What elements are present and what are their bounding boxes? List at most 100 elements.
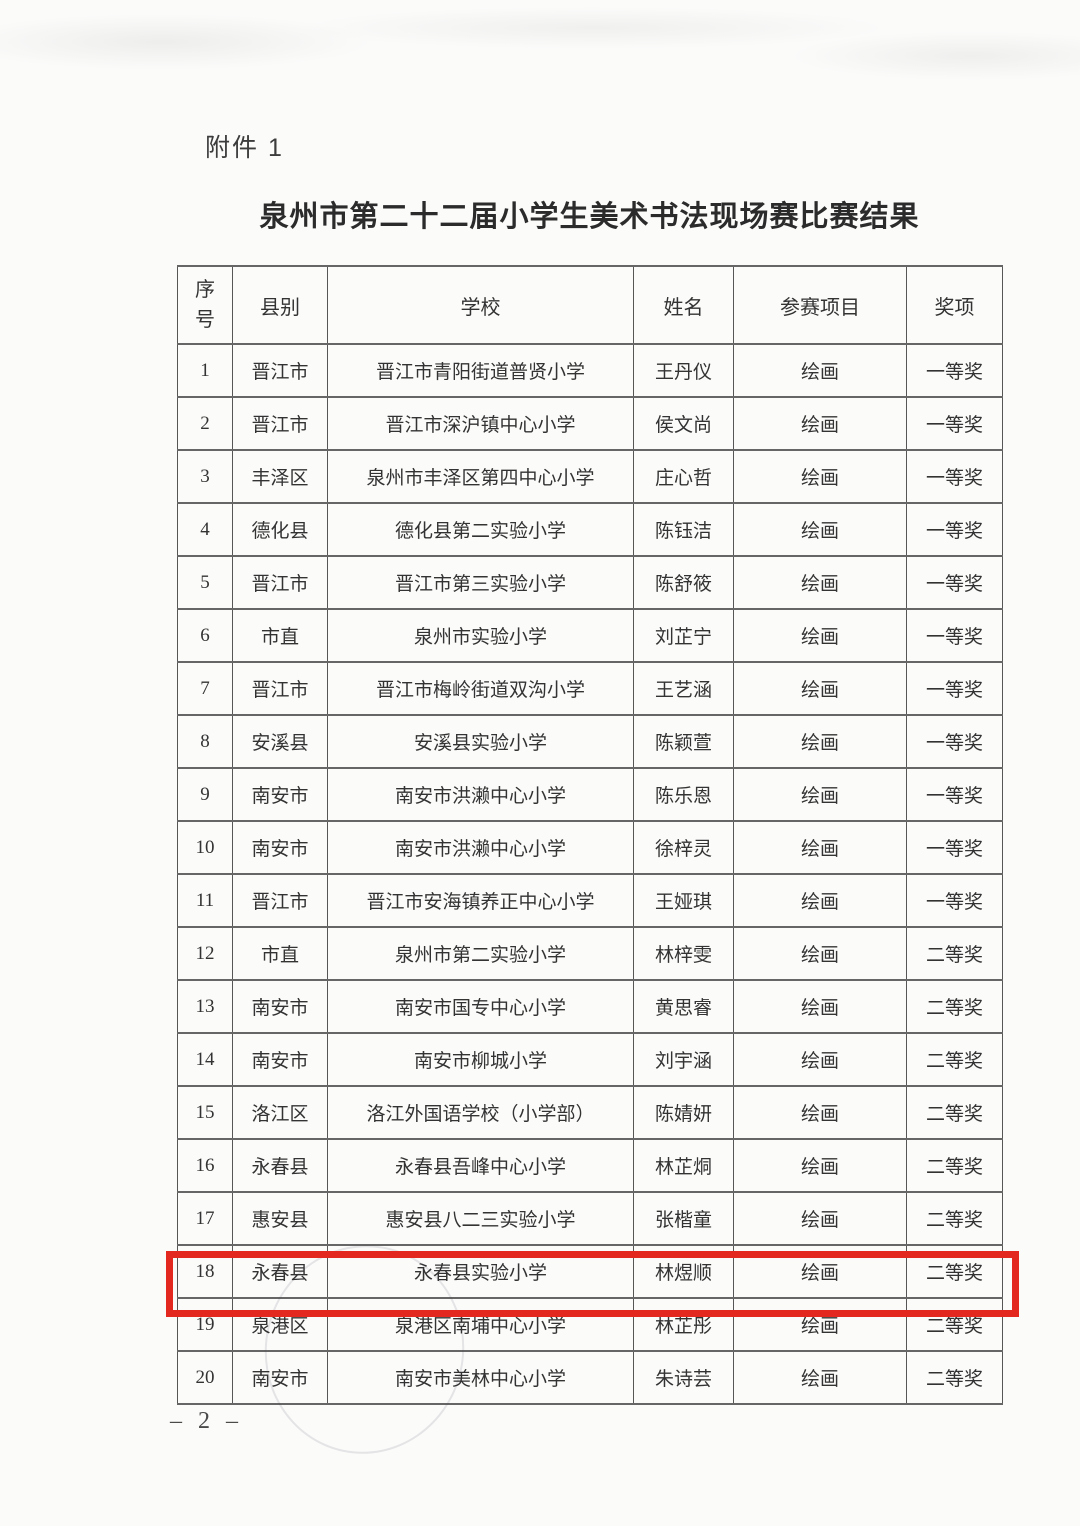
cell-school: 南安市洪濑中心小学 (327, 820, 634, 875)
cell-no: 1 (177, 343, 233, 398)
cell-no: 13 (177, 979, 233, 1034)
cell-county: 安溪县 (232, 714, 328, 769)
cell-school: 晋江市深沪镇中心小学 (327, 396, 634, 451)
cell-name: 陈钰洁 (633, 502, 734, 557)
table-row: 11 晋江市 晋江市安海镇养正中心小学 王娅琪 绘画 一等奖 (177, 873, 1003, 928)
cell-event: 绘画 (733, 1138, 907, 1193)
cell-event: 绘画 (733, 396, 907, 451)
cell-event: 绘画 (733, 661, 907, 716)
cell-county: 泉港区 (232, 1297, 328, 1352)
cell-school: 泉州市丰泽区第四中心小学 (327, 449, 634, 504)
table-row: 7 晋江市 晋江市梅岭街道双沟小学 王艺涵 绘画 一等奖 (177, 661, 1003, 716)
cell-name: 王娅琪 (633, 873, 734, 928)
page-title: 泉州市第二十二届小学生美术书法现场赛比赛结果 (259, 201, 920, 233)
cell-no: 6 (177, 608, 233, 663)
cell-no: 8 (177, 714, 233, 769)
cell-event: 绘画 (733, 979, 907, 1034)
table-row: 4 德化县 德化县第二实验小学 陈钰洁 绘画 一等奖 (177, 502, 1003, 557)
cell-award: 二等奖 (906, 1244, 1003, 1299)
cell-school: 南安市国专中心小学 (327, 979, 634, 1034)
cell-no: 12 (177, 926, 233, 981)
cell-event: 绘画 (733, 926, 907, 981)
cell-event: 绘画 (733, 1244, 907, 1299)
cell-county: 晋江市 (232, 343, 328, 398)
cell-name: 林芷彤 (633, 1297, 734, 1352)
cell-award: 一等奖 (906, 767, 1003, 822)
cell-award: 二等奖 (906, 1138, 1003, 1193)
cell-award: 二等奖 (906, 1350, 1003, 1405)
cell-event: 绘画 (733, 449, 907, 504)
cell-award: 二等奖 (906, 1191, 1003, 1246)
cell-award: 一等奖 (906, 343, 1003, 398)
cell-event: 绘画 (733, 1191, 907, 1246)
cell-award: 一等奖 (906, 820, 1003, 875)
table-row: 20 南安市 南安市美林中心小学 朱诗芸 绘画 二等奖 (177, 1350, 1003, 1405)
cell-school: 晋江市梅岭街道双沟小学 (327, 661, 634, 716)
cell-no: 5 (177, 555, 233, 610)
table-row: 18 永春县 永春县实验小学 林煜顺 绘画 二等奖 (177, 1244, 1003, 1299)
cell-award: 二等奖 (906, 1032, 1003, 1087)
cell-event: 绘画 (733, 1297, 907, 1352)
cell-award: 一等奖 (906, 714, 1003, 769)
cell-no: 3 (177, 449, 233, 504)
cell-school: 泉港区南埔中心小学 (327, 1297, 634, 1352)
cell-school: 晋江市青阳街道普贤小学 (327, 343, 634, 398)
cell-school: 南安市美林中心小学 (327, 1350, 634, 1405)
cell-name: 林煜顺 (633, 1244, 734, 1299)
results-table-wrap: 序号 县别 学校 姓名 参赛项目 奖项 1 晋江市 晋江市青阳街道普贤小学 王丹… (166, 265, 1019, 1405)
cell-county: 南安市 (232, 1032, 328, 1087)
cell-event: 绘画 (733, 714, 907, 769)
cell-school: 惠安县八二三实验小学 (327, 1191, 634, 1246)
cell-award: 二等奖 (906, 1297, 1003, 1352)
cell-event: 绘画 (733, 343, 907, 398)
cell-award: 二等奖 (906, 1085, 1003, 1140)
cell-name: 庄心哲 (633, 449, 734, 504)
table-row: 9 南安市 南安市洪濑中心小学 陈乐恩 绘画 一等奖 (177, 767, 1003, 822)
cell-no: 7 (177, 661, 233, 716)
cell-name: 陈颖萱 (633, 714, 734, 769)
col-header-award: 奖项 (906, 265, 1003, 345)
cell-no: 18 (177, 1244, 233, 1299)
cell-no: 4 (177, 502, 233, 557)
table-row: 15 洛江区 洛江外国语学校（小学部） 陈婧妍 绘画 二等奖 (177, 1085, 1003, 1140)
cell-name: 陈乐恩 (633, 767, 734, 822)
cell-name: 林芷烔 (633, 1138, 734, 1193)
col-header-name: 姓名 (633, 265, 734, 345)
table-body: 1 晋江市 晋江市青阳街道普贤小学 王丹仪 绘画 一等奖 2 晋江市 晋江市深沪… (177, 343, 1003, 1405)
cell-county: 晋江市 (232, 661, 328, 716)
cell-county: 惠安县 (232, 1191, 328, 1246)
cell-no: 19 (177, 1297, 233, 1352)
cell-county: 洛江区 (232, 1085, 328, 1140)
cell-county: 晋江市 (232, 555, 328, 610)
cell-school: 泉州市实验小学 (327, 608, 634, 663)
cell-name: 张楷童 (633, 1191, 734, 1246)
cell-county: 德化县 (232, 502, 328, 557)
cell-school: 晋江市安海镇养正中心小学 (327, 873, 634, 928)
cell-event: 绘画 (733, 1032, 907, 1087)
table-row: 19 泉港区 泉港区南埔中心小学 林芷彤 绘画 二等奖 (177, 1297, 1003, 1352)
cell-award: 一等奖 (906, 608, 1003, 663)
cell-no: 2 (177, 396, 233, 451)
table-row: 10 南安市 南安市洪濑中心小学 徐梓灵 绘画 一等奖 (177, 820, 1003, 875)
table-row: 5 晋江市 晋江市第三实验小学 陈舒筱 绘画 一等奖 (177, 555, 1003, 610)
cell-no: 14 (177, 1032, 233, 1087)
cell-school: 安溪县实验小学 (327, 714, 634, 769)
cell-county: 市直 (232, 608, 328, 663)
cell-county: 南安市 (232, 820, 328, 875)
cell-award: 一等奖 (906, 661, 1003, 716)
cell-event: 绘画 (733, 555, 907, 610)
col-header-no: 序号 (177, 265, 233, 345)
cell-name: 徐梓灵 (633, 820, 734, 875)
cell-award: 一等奖 (906, 396, 1003, 451)
cell-county: 丰泽区 (232, 449, 328, 504)
attachment-label: 附件 1 (205, 134, 284, 162)
cell-award: 一等奖 (906, 502, 1003, 557)
table-row: 3 丰泽区 泉州市丰泽区第四中心小学 庄心哲 绘画 一等奖 (177, 449, 1003, 504)
cell-name: 王丹仪 (633, 343, 734, 398)
cell-county: 永春县 (232, 1138, 328, 1193)
cell-school: 永春县实验小学 (327, 1244, 634, 1299)
cell-name: 陈舒筱 (633, 555, 734, 610)
table-header-row: 序号 县别 学校 姓名 参赛项目 奖项 (177, 265, 1003, 345)
cell-event: 绘画 (733, 767, 907, 822)
